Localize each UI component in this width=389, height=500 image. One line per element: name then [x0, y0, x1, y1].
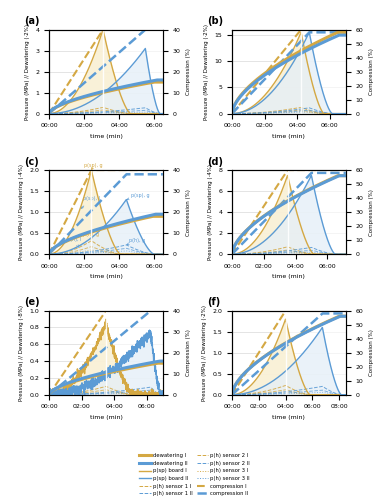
X-axis label: time (min): time (min): [89, 134, 123, 139]
Text: p(sp), g: p(sp), g: [84, 163, 103, 170]
Text: (b): (b): [207, 16, 223, 26]
Text: (a): (a): [24, 16, 39, 26]
Y-axis label: Compression (%): Compression (%): [369, 188, 374, 236]
Text: p(sp), l: p(sp), l: [81, 196, 100, 208]
Y-axis label: Pressure (MPa) // Dewatering (·2%): Pressure (MPa) // Dewatering (·2%): [25, 24, 30, 120]
Y-axis label: Pressure (MPa) // Dewatering (·4%): Pressure (MPa) // Dewatering (·4%): [19, 164, 24, 260]
Y-axis label: Pressure (MPa) // Dewatering (·4%): Pressure (MPa) // Dewatering (·4%): [208, 164, 213, 260]
Y-axis label: Compression (%): Compression (%): [369, 48, 374, 95]
Legend: dewatering I, dewatering II, p(sp) board I, p(sp) board II, p(h) sensor 1 I, p(h: dewatering I, dewatering II, p(sp) board…: [138, 452, 251, 498]
Y-axis label: Pressure (MPa) // Dewatering (·8%): Pressure (MPa) // Dewatering (·8%): [19, 304, 24, 400]
X-axis label: time (min): time (min): [272, 415, 305, 420]
Y-axis label: Pressure (MPa) // Dewatering (·2%): Pressure (MPa) // Dewatering (·2%): [202, 304, 207, 400]
X-axis label: time (min): time (min): [272, 274, 305, 280]
Text: p(sp), g: p(sp), g: [127, 194, 149, 200]
X-axis label: time (min): time (min): [89, 274, 123, 280]
Y-axis label: Compression (%): Compression (%): [186, 48, 191, 95]
Text: p(h), g: p(h), g: [126, 238, 145, 245]
Y-axis label: Pressure (MPa) // Dewatering (·2%): Pressure (MPa) // Dewatering (·2%): [204, 24, 209, 120]
Text: (d): (d): [207, 156, 223, 166]
X-axis label: time (min): time (min): [89, 415, 123, 420]
X-axis label: time (min): time (min): [272, 134, 305, 139]
Y-axis label: Compression (%): Compression (%): [369, 329, 374, 376]
Text: p(h), g: p(h), g: [82, 232, 99, 240]
Text: (f): (f): [207, 298, 220, 308]
Text: (e): (e): [24, 298, 40, 308]
Text: p(h), l: p(h), l: [67, 238, 81, 248]
Text: (c): (c): [24, 156, 39, 166]
Y-axis label: Compression (%): Compression (%): [186, 188, 191, 236]
Y-axis label: Compression (%): Compression (%): [186, 329, 191, 376]
